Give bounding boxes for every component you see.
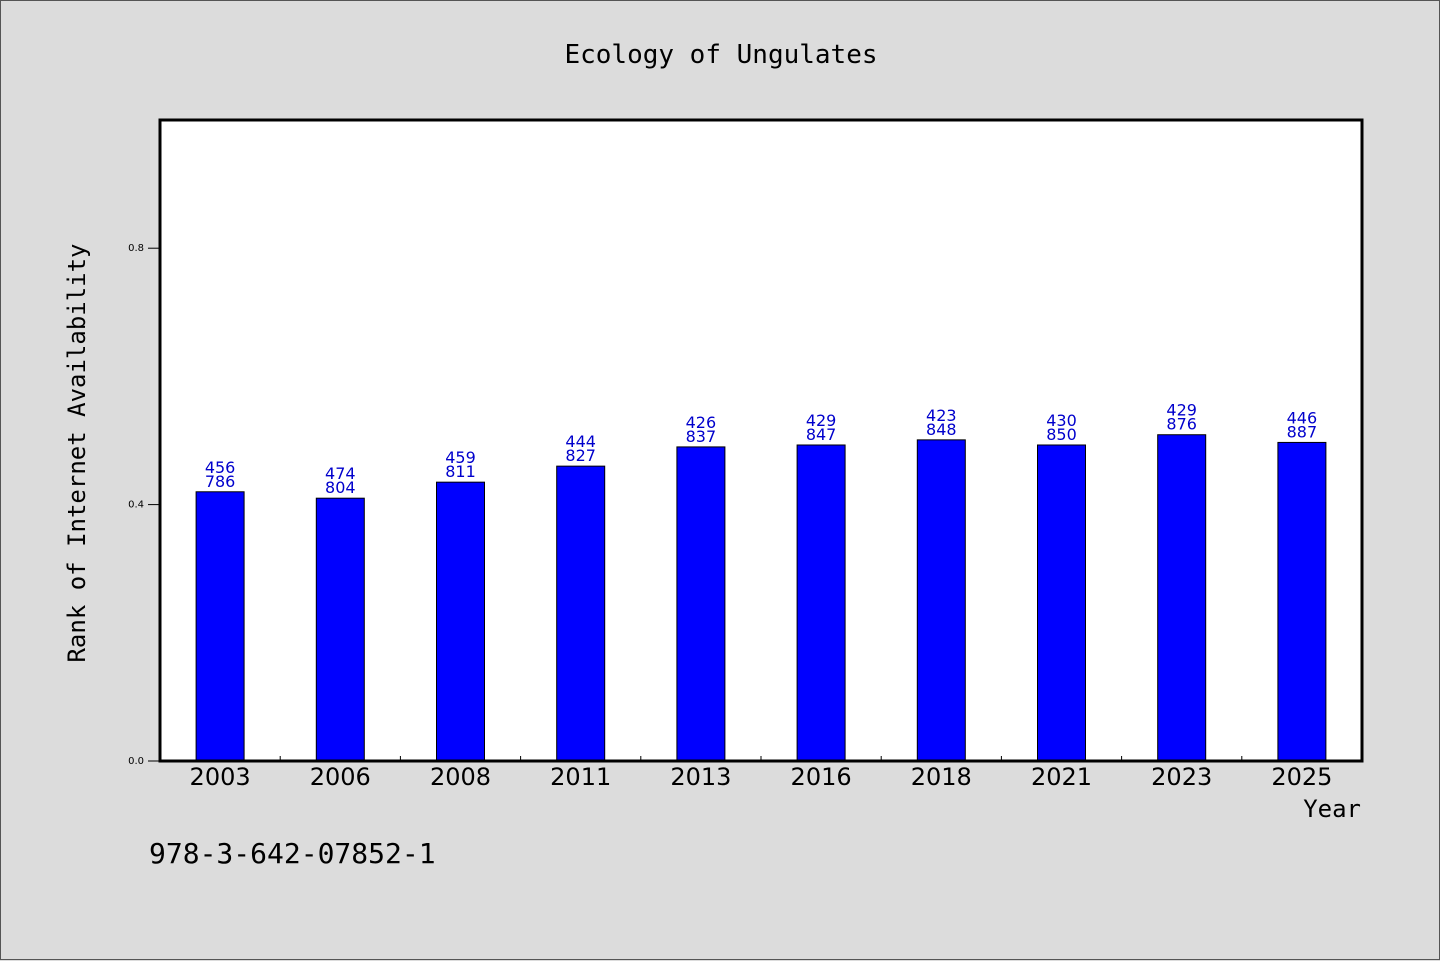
bar-2016	[796, 444, 846, 762]
data-label-top-2018: 423	[926, 406, 957, 425]
bar-2003	[195, 491, 245, 762]
data-label-bottom-2011: 827	[565, 446, 596, 465]
y-tick-label: 0.8	[128, 243, 144, 254]
data-label-top-2003: 456	[205, 458, 236, 477]
data-label-top-2008: 459	[445, 448, 476, 467]
bar-2025	[1277, 441, 1327, 762]
bar-2011	[556, 465, 606, 762]
y-axis-label: Rank of Internet Availability	[63, 243, 91, 662]
y-tick-label: 0.4	[128, 500, 144, 511]
data-label-top-2023: 429	[1166, 401, 1197, 420]
x-tick-label-2003: 2003	[190, 763, 251, 791]
data-label-top-2025: 446	[1287, 408, 1318, 427]
data-label-top-2016: 429	[806, 411, 837, 430]
bar-2008	[436, 481, 485, 762]
bar-2013	[676, 446, 726, 762]
data-label-bottom-2016: 847	[806, 425, 837, 444]
data-label-top-2006: 474	[325, 464, 356, 483]
x-tick-label-2013: 2013	[670, 763, 731, 791]
data-label-bottom-2021: 850	[1046, 425, 1077, 444]
x-tick-label-2025: 2025	[1271, 763, 1332, 791]
x-tick-label-2021: 2021	[1031, 763, 1092, 791]
x-tick-label-2011: 2011	[550, 763, 611, 791]
y-axis: 0.0 0.4 0.8	[128, 243, 160, 767]
isbn-footnote: 978-3-642-07852-1	[149, 837, 436, 870]
plot-border	[158, 118, 1364, 763]
data-label-top-2021: 430	[1046, 411, 1077, 430]
data-label-top-2013: 426	[686, 413, 717, 432]
bar-2006	[315, 497, 365, 762]
x-tick-label-2006: 2006	[310, 763, 371, 791]
bars-group	[195, 434, 1327, 762]
chart-title: Ecology of Ungulates	[564, 40, 877, 70]
data-label-bottom-2003: 786	[205, 472, 236, 491]
bar-2018	[916, 439, 966, 762]
x-axis: 2003 2006 2008 2011 2013 2016 2018 2021 2023 2025	[190, 756, 1332, 791]
bar-2023	[1157, 434, 1207, 762]
x-tick-label-2016: 2016	[791, 763, 852, 791]
data-label-bottom-2008: 811	[445, 462, 476, 481]
data-label-bottom-2013: 837	[686, 427, 717, 446]
data-label-bottom-2006: 804	[325, 478, 356, 497]
bar-2021	[1037, 444, 1086, 762]
x-tick-label-2008: 2008	[430, 763, 491, 791]
x-tick-label-2018: 2018	[911, 763, 972, 791]
x-tick-label-2023: 2023	[1151, 763, 1212, 791]
y-tick-label: 0.0	[128, 756, 144, 767]
data-label-bottom-2018: 848	[926, 420, 957, 439]
data-label-bottom-2023: 876	[1166, 415, 1197, 434]
x-axis-label: Year	[1303, 795, 1361, 823]
data-label-top-2011: 444	[565, 432, 596, 451]
data-label-bottom-2025: 887	[1287, 422, 1318, 441]
